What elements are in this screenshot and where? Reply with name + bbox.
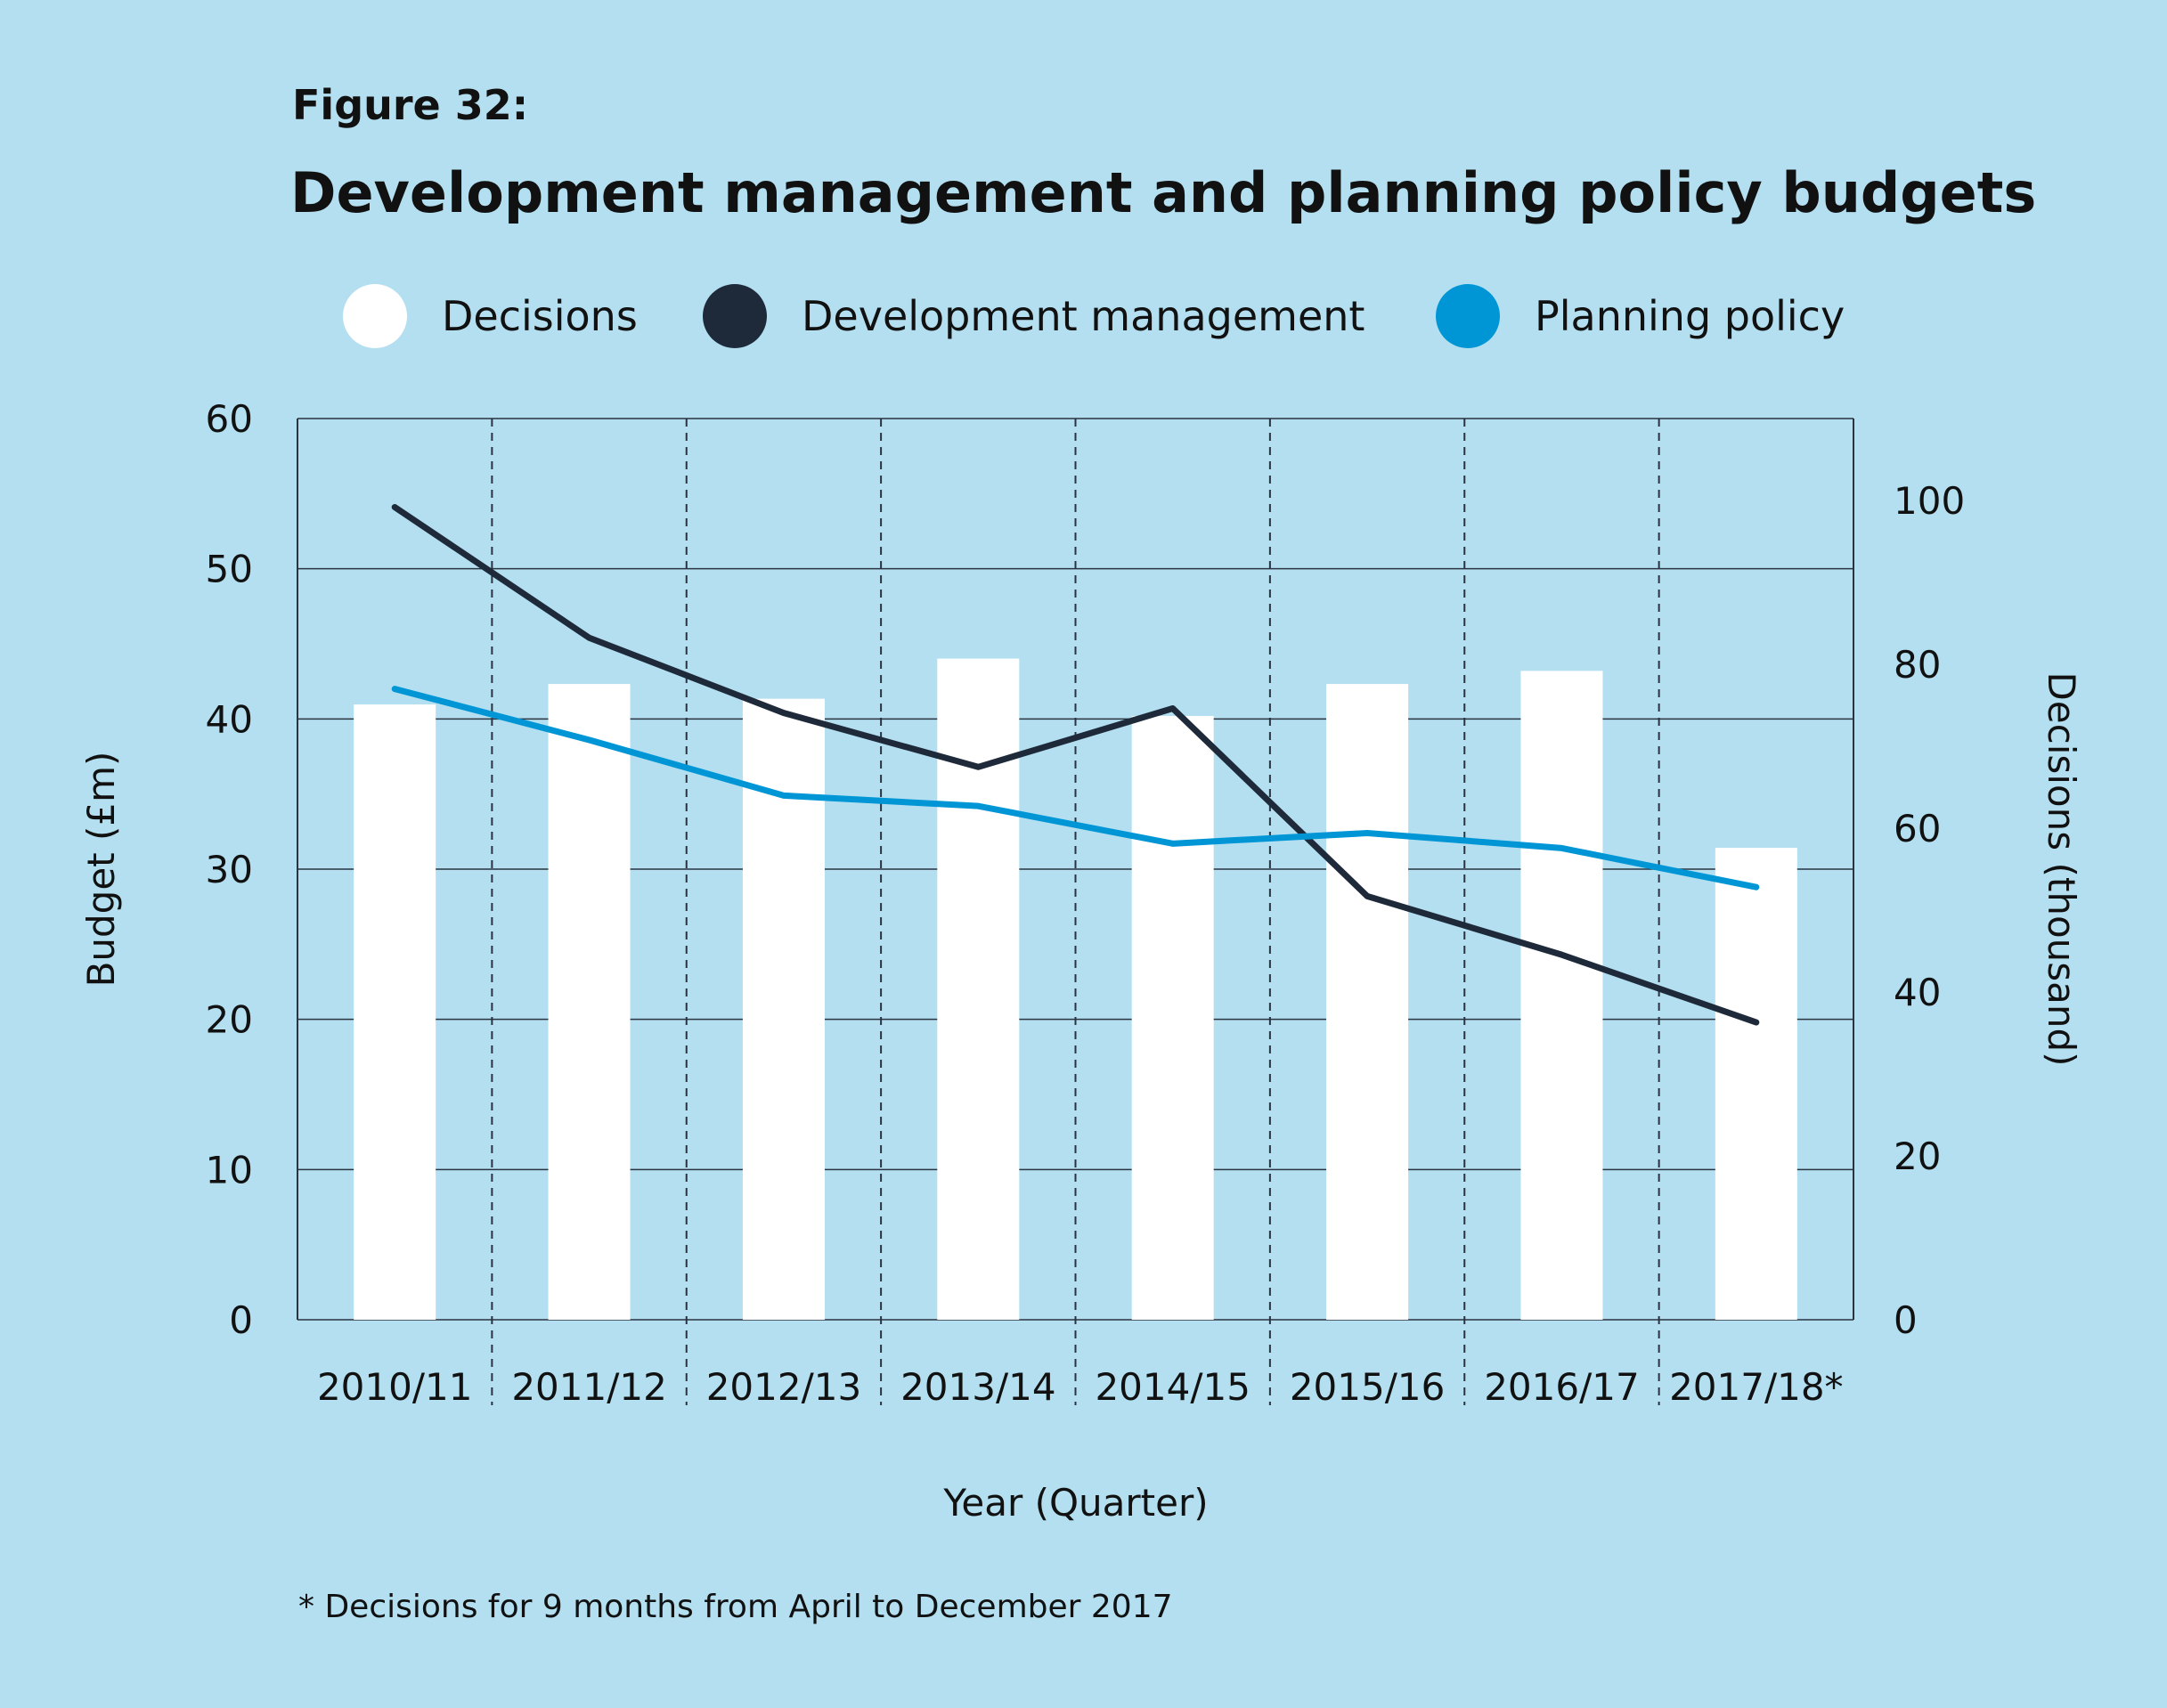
x-tick-label: 2013/14 <box>900 1365 1055 1409</box>
y-axis-left-label: Budget (£m) <box>79 752 123 988</box>
x-tick-label: 2012/13 <box>706 1365 861 1409</box>
point-planning-policy <box>780 793 786 799</box>
line-development-management <box>391 504 1760 1026</box>
point-planning-policy <box>1753 884 1759 891</box>
point-planning-policy <box>586 736 592 743</box>
y-right-tick-label: 80 <box>1894 643 1941 687</box>
x-tick-label: 2011/12 <box>511 1365 666 1409</box>
point-planning-policy <box>975 803 982 809</box>
legend-swatch-planning-policy <box>1436 284 1500 348</box>
grid <box>297 418 1853 1405</box>
x-tick-label: 2017/18* <box>1669 1365 1843 1409</box>
legend-label: Development management <box>802 292 1365 340</box>
x-tick-label: 2015/16 <box>1290 1365 1445 1409</box>
bar-decisions <box>548 684 631 1320</box>
y-left-tick-label: 40 <box>206 697 253 741</box>
y-right-tick-label: 40 <box>1894 971 1941 1014</box>
y-left-tick-label: 10 <box>206 1148 253 1192</box>
footnote: * Decisions for 9 months from April to D… <box>298 1589 1173 1625</box>
y-right-tick-label: 0 <box>1894 1298 1918 1342</box>
point-development-management <box>975 764 982 770</box>
legend-swatch-decisions <box>343 284 407 348</box>
y-right-tick-label: 60 <box>1894 807 1941 850</box>
y-left-tick-label: 50 <box>206 548 253 591</box>
y-left-tick-label: 0 <box>229 1298 253 1342</box>
x-tick-label: 2016/17 <box>1484 1365 1639 1409</box>
bars <box>354 658 1797 1320</box>
point-planning-policy <box>392 686 398 692</box>
axes: 0 10 20 30 40 50 60 0 20 40 60 80 100 2010/11 2011/12 2… <box>206 397 1966 1409</box>
bar-decisions <box>1520 671 1603 1320</box>
y-left-tick-label: 60 <box>206 397 253 441</box>
bar-decisions <box>354 704 436 1320</box>
y-right-tick-label: 100 <box>1894 479 1965 523</box>
point-development-management <box>586 635 592 641</box>
y-axis-right-label: Decisions (thousand) <box>2040 671 2083 1066</box>
bar-decisions <box>1326 684 1409 1320</box>
point-development-management <box>1169 705 1176 712</box>
figure-label: Figure 32: <box>292 81 528 129</box>
legend-swatch-development-management <box>703 284 767 348</box>
legend-label: Planning policy <box>1535 292 1845 340</box>
line-planning-policy <box>391 686 1760 891</box>
point-development-management <box>1559 952 1565 958</box>
chart-title: Development management and planning poli… <box>290 160 2036 225</box>
point-development-management <box>780 710 786 716</box>
point-development-management <box>1753 1020 1759 1026</box>
point-development-management <box>392 504 398 510</box>
point-planning-policy <box>1169 841 1176 847</box>
legend-label: Decisions <box>442 292 638 340</box>
bar-decisions <box>1131 715 1214 1320</box>
bar-decisions <box>1715 848 1797 1320</box>
y-right-tick-label: 20 <box>1894 1135 1941 1178</box>
y-left-tick-label: 30 <box>206 848 253 891</box>
point-planning-policy <box>1559 845 1565 851</box>
bar-decisions <box>742 698 825 1320</box>
x-tick-label: 2014/15 <box>1095 1365 1250 1409</box>
y-left-tick-label: 20 <box>206 998 253 1042</box>
point-planning-policy <box>1365 830 1371 836</box>
lines <box>391 504 1760 1026</box>
x-tick-label: 2010/11 <box>317 1365 472 1409</box>
x-axis-label: Year (Quarter) <box>942 1481 1208 1525</box>
legend: Decisions Development management Planning … <box>343 284 1845 348</box>
point-development-management <box>1365 893 1371 899</box>
